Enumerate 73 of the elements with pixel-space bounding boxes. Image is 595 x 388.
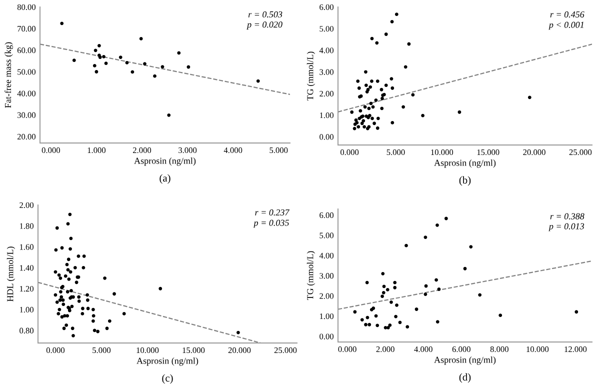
- y-axis-title: HDL (mmol/L): [6, 246, 16, 302]
- annotation: p < 0.001: [548, 22, 584, 30]
- y-axis-title: TG (mmol/L): [306, 52, 316, 101]
- x-tick-label: 8.000: [490, 346, 508, 352]
- y-tick-label: 0.00: [320, 134, 334, 140]
- x-tick-label: 6.000: [452, 346, 470, 352]
- x-tick-label: 0.000: [340, 149, 359, 156]
- x-tick-label: 4.000: [414, 346, 432, 352]
- y-tick-label: 3.00: [320, 69, 334, 75]
- y-tick-label: 2.00: [20, 202, 34, 208]
- text: (d): [459, 373, 471, 383]
- x-tick-label: 20.000: [228, 347, 251, 354]
- y-tick-label: 3.00: [320, 273, 334, 279]
- y-tick-label: 5.00: [320, 232, 334, 238]
- x-tick-label: 5.000: [92, 347, 111, 354]
- y-tick-label: 50.00: [18, 69, 36, 75]
- annotation: p = 0.035: [253, 220, 289, 228]
- annotation: r = 0.237: [255, 209, 290, 216]
- x-tick-label: 2.000: [376, 346, 394, 352]
- y-axis-title: TG (mmol/L): [306, 251, 316, 300]
- y-tick-label: 0.80: [20, 328, 34, 334]
- annotation: r = 0.388: [550, 213, 584, 220]
- x-axis-title: Asprosin (ng/ml): [434, 160, 496, 168]
- y-tick-label: 6.00: [320, 212, 334, 218]
- y-axis-title: Fat-free mass (kg): [4, 42, 13, 108]
- x-tick-label: 10.000: [136, 347, 159, 354]
- x-tick-label: 0.000: [338, 346, 356, 352]
- y-tick-label: 6.00: [320, 4, 334, 10]
- x-tick-label: 2.000: [132, 147, 152, 154]
- x-tick-label: 15.000: [182, 347, 205, 354]
- y-tick-label: 4.00: [319, 48, 334, 54]
- x-tick-label: 5.000: [270, 147, 288, 154]
- x-axis-title: Asprosin (ng/ml): [136, 358, 198, 366]
- y-tick-label: 60.00: [17, 48, 36, 54]
- y-tick-label: 2.00: [320, 293, 334, 299]
- y-tick-label: 30.00: [17, 112, 36, 118]
- x-tick-label: 20.000: [523, 149, 546, 156]
- annotation: p = 0.020: [246, 22, 282, 30]
- y-tick-label: 1.80: [20, 223, 34, 229]
- text: (c): [162, 374, 173, 384]
- y-tick-label: 0.00: [320, 334, 334, 340]
- x-axis-title: Asprosin (ng/ml): [434, 356, 496, 365]
- y-tick-label: 1.40: [20, 265, 34, 271]
- y-tick-label: 20.00: [17, 134, 36, 140]
- annotation: r = 0.503: [248, 11, 282, 18]
- y-tick-label: 80.00: [17, 4, 36, 10]
- y-tick-label: 1.60: [20, 244, 34, 250]
- y-tick-label: 1.00: [320, 112, 334, 118]
- x-axis-title: Asprosin (ng/ml): [134, 158, 196, 166]
- y-tick-label: 40.00: [17, 90, 36, 96]
- y-tick-label: 5.00: [320, 26, 334, 32]
- x-tick-label: 10.000: [526, 346, 549, 352]
- y-tick-label: 1.00: [20, 306, 34, 313]
- x-tick-label: 1.000: [88, 147, 106, 154]
- x-tick-label: 12.000: [564, 346, 587, 352]
- x-tick-label: 10.000: [431, 149, 454, 156]
- x-tick-label: 25.000: [569, 149, 592, 156]
- x-tick-label: 0.000: [42, 147, 60, 154]
- x-tick-label: 15.000: [477, 149, 500, 156]
- annotation: r = 0.456: [550, 11, 584, 18]
- y-tick-label: 2.00: [320, 90, 334, 97]
- x-tick-label: 5.000: [386, 149, 405, 156]
- y-tick-label: 70.00: [18, 26, 36, 32]
- x-tick-label: 25.000: [274, 347, 297, 354]
- y-tick-label: 1.20: [20, 286, 34, 292]
- annotation: p = 0.013: [548, 223, 584, 232]
- text: (b): [459, 176, 471, 186]
- y-tick-label: 1.00: [320, 313, 334, 320]
- x-tick-label: 3.000: [178, 147, 197, 154]
- x-tick-label: 4.000: [224, 147, 242, 154]
- y-tick-label: 4.00: [319, 252, 334, 258]
- text: (a): [160, 174, 170, 184]
- x-tick-label: 0.000: [46, 347, 65, 354]
